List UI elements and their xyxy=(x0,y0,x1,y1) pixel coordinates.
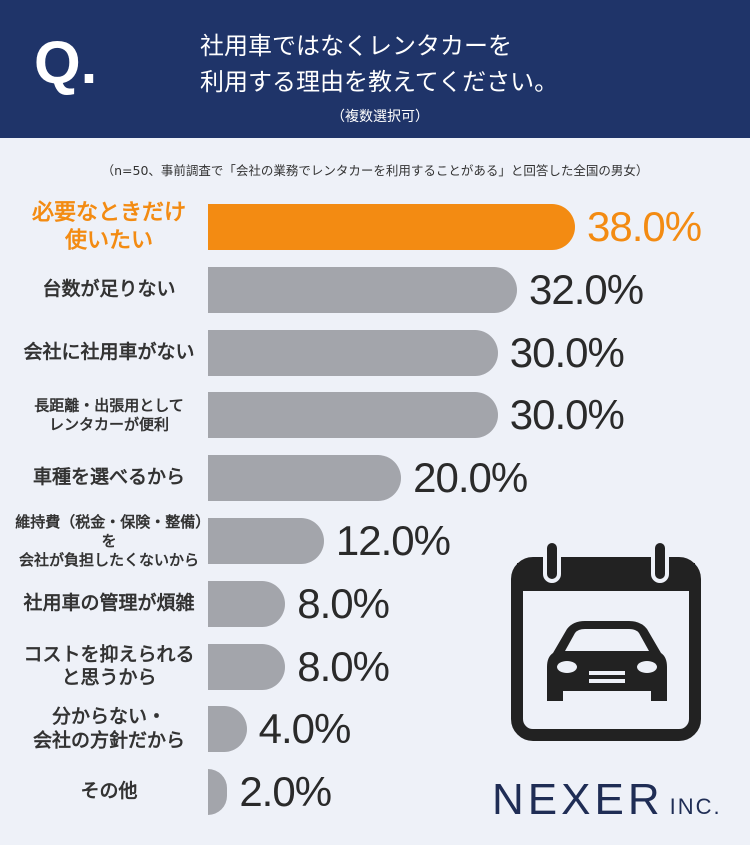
value-label: 12.0% xyxy=(335,517,451,564)
bar xyxy=(208,204,575,250)
brand-suffix: INC. xyxy=(669,794,722,819)
value-label: 2.0% xyxy=(239,768,332,816)
bar xyxy=(208,580,286,627)
category-label: 必要なときだけ 使いたい xyxy=(31,200,186,254)
bar xyxy=(208,643,286,690)
note: （n=50、事前調査で「会社の業務でレンタカーを利用することがある」と回答した全… xyxy=(101,163,649,178)
subtitle: （複数選択可） xyxy=(331,109,429,125)
value-label: 32.0% xyxy=(529,265,644,313)
chart-title: 社用車ではなくレンタカーを 利用する理由を教えてください。 xyxy=(200,32,559,96)
bar xyxy=(208,455,402,502)
value-label: 4.0% xyxy=(258,705,352,753)
category-label: その他 xyxy=(80,780,138,803)
category-label: 長距離・出張用として レンタカーが便利 xyxy=(34,396,184,434)
bar xyxy=(208,518,324,564)
value-label: 30.0% xyxy=(509,328,625,376)
category-label: 車種を選べるから xyxy=(32,466,185,489)
calendar-car-icon xyxy=(511,539,701,741)
category-label: 台数が足りない xyxy=(42,277,176,300)
bar xyxy=(208,706,247,753)
category-label: 社用車の管理が煩雑 xyxy=(23,591,195,614)
value-label: 8.0% xyxy=(297,642,390,690)
value-label: 8.0% xyxy=(297,579,390,627)
value-label: 38.0% xyxy=(587,203,702,250)
bar xyxy=(208,769,228,816)
header-band xyxy=(0,0,750,138)
value-label: 20.0% xyxy=(413,454,528,502)
brand-logo: NEXER INC. xyxy=(492,775,722,825)
value-label: 30.0% xyxy=(509,391,625,439)
bar xyxy=(208,392,498,439)
category-label: コストを抑えられる と思うから xyxy=(23,642,195,689)
brand-name: NEXER xyxy=(492,775,664,824)
category-label: 分からない・ 会社の方針だから xyxy=(32,705,185,752)
bar xyxy=(208,266,518,313)
bar xyxy=(208,329,498,376)
question-mark: Q. xyxy=(34,29,98,96)
category-label: 会社に社用車がない xyxy=(23,340,195,363)
category-label: 維持費（税金・保険・整備）を 会社が負担したくないから xyxy=(15,512,203,569)
